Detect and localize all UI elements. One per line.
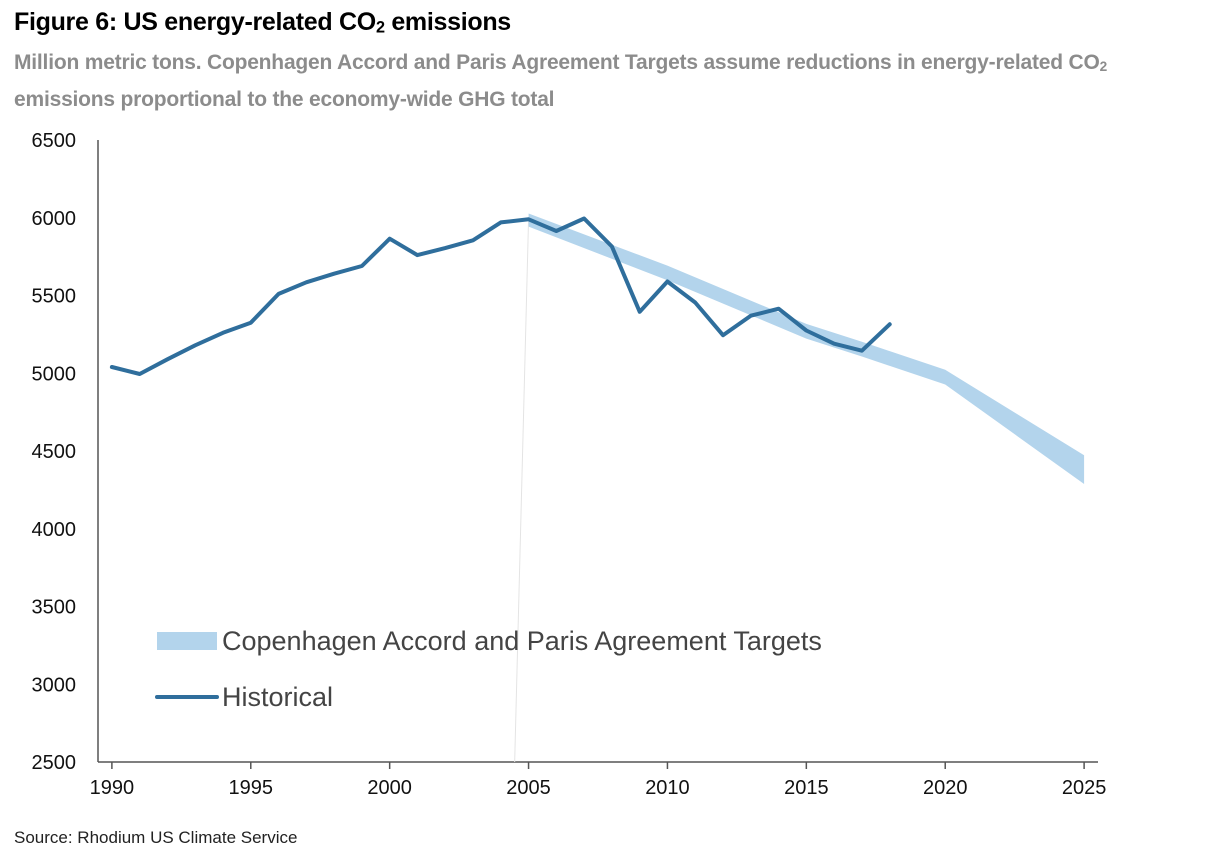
- y-tick-label: 5500: [32, 286, 77, 308]
- targets-band: [528, 213, 1085, 484]
- source-note: Source: Rhodium US Climate Service: [14, 828, 298, 847]
- baseline-guide-line: [514, 219, 530, 763]
- chart-subtitle: Million metric tons. Copenhagen Accord a…: [14, 51, 1108, 112]
- y-tick-label: 4500: [32, 441, 77, 463]
- x-tick-label: 2015: [784, 777, 829, 799]
- x-tick-label: 2025: [1062, 777, 1107, 799]
- x-tick-label: 1995: [229, 777, 274, 799]
- legend-targets-label: Copenhagen Accord and Paris Agreement Ta…: [222, 626, 822, 656]
- y-tick-label: 3500: [32, 597, 77, 619]
- y-tick-label: 5000: [32, 363, 77, 385]
- x-tick-label: 2020: [923, 777, 968, 799]
- legend-historical-label: Historical: [222, 682, 333, 712]
- x-tick-label: 1990: [90, 777, 135, 799]
- x-tick-label: 2010: [645, 777, 690, 799]
- y-tick-label: 6000: [32, 208, 77, 230]
- y-tick-label: 2500: [32, 752, 77, 774]
- legend-targets-swatch: [157, 632, 217, 650]
- historical-line: [109, 216, 892, 376]
- y-tick-label: 3000: [32, 674, 77, 696]
- chart-title: Figure 6: US energy-related CO2 emission…: [14, 8, 511, 37]
- y-tick-label: 4000: [32, 519, 77, 541]
- x-tick-label: 2005: [506, 777, 551, 799]
- x-tick-label: 2000: [367, 777, 412, 799]
- y-tick-label: 6500: [32, 130, 77, 152]
